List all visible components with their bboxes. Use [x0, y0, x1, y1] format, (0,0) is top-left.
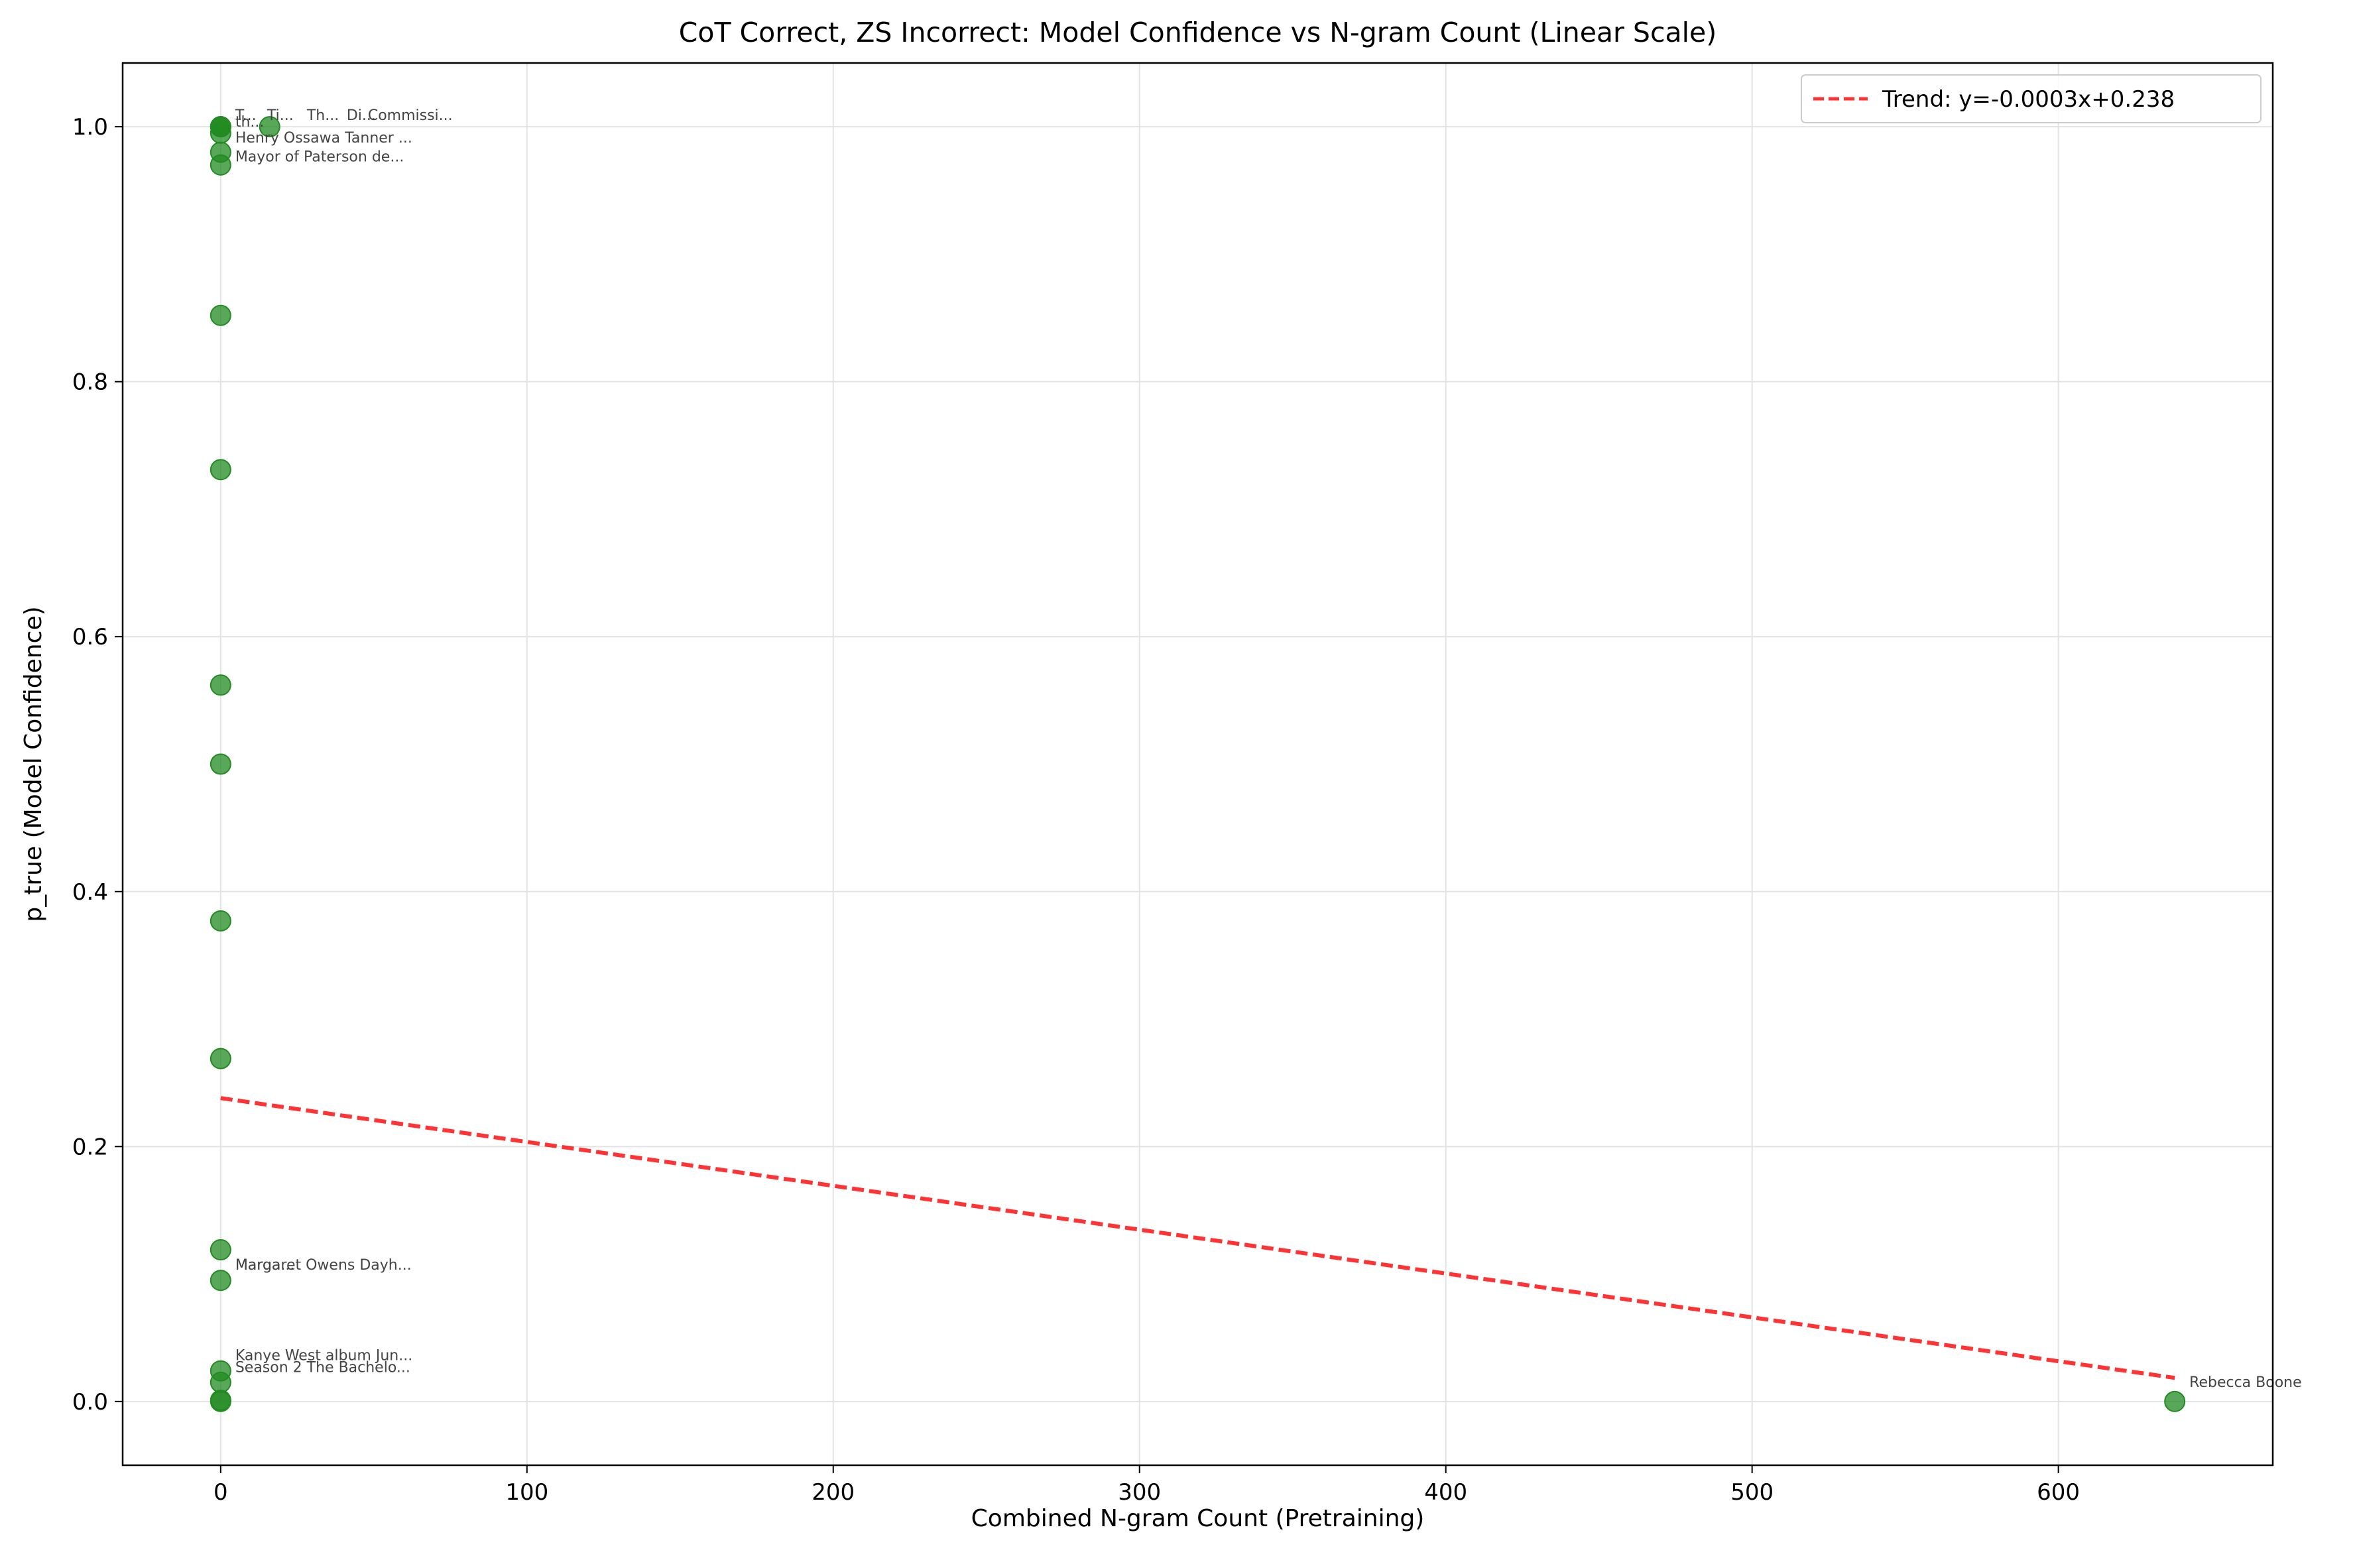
data-point [210, 674, 231, 696]
x-tick-label: 600 [2037, 1479, 2080, 1506]
y-tick-label: 0.0 [72, 1389, 108, 1416]
x-axis-ticks: 0 100 200 300 400 500 600 [213, 1465, 2080, 1506]
x-tick-label: 500 [1730, 1479, 1774, 1506]
x-axis-label: Combined N-gram Count (Pretraining) [971, 1505, 1425, 1532]
x-tick-label: 200 [812, 1479, 855, 1506]
point-annotation: Ti... [267, 107, 294, 124]
y-tick-label: 0.8 [72, 369, 108, 396]
y-axis-label: p_true (Model Confidence) [20, 606, 47, 922]
data-point [210, 1270, 231, 1292]
point-annotation: Margaret Owens Dayh... [235, 1257, 412, 1274]
x-tick-label: 400 [1424, 1479, 1467, 1506]
point-annotation: Marga... [235, 1257, 295, 1274]
data-point [210, 1390, 231, 1412]
data-point [259, 116, 280, 138]
x-tick-label: 100 [505, 1479, 548, 1506]
legend: Trend: y=-0.0003x+0.238 [1801, 74, 2262, 123]
data-point [2164, 1390, 2186, 1412]
x-tick-label: 0 [213, 1479, 228, 1506]
trend-line-group [220, 1096, 2175, 1380]
data-point [210, 910, 231, 932]
point-annotation: Di... [347, 107, 376, 124]
data-point [210, 459, 231, 481]
point-annotation: Kanye West album Jun... [235, 1348, 412, 1364]
y-tick-label: 0.4 [72, 879, 108, 906]
data-point [210, 122, 231, 144]
point-annotations: Commissi... T... Ti... Th... Di... th...Henry… [235, 107, 2302, 1391]
data-point [210, 1048, 231, 1069]
point-annotation: Season 2 The Bachelo... [235, 1360, 410, 1376]
y-axis-ticks: 0.0 0.2 0.4 0.6 0.8 1.0 [72, 114, 123, 1416]
point-annotation: T... [235, 107, 257, 124]
data-point [210, 154, 231, 176]
plot-frame [121, 62, 2274, 1467]
data-point [210, 1372, 231, 1394]
point-annotation: Commissi... [368, 107, 453, 124]
data-point [210, 304, 231, 326]
legend-trend-label: Trend: y=-0.0003x+0.238 [1882, 86, 2175, 113]
point-annotation: Th... [306, 107, 339, 124]
grid [123, 63, 2273, 1465]
y-tick-label: 0.6 [72, 624, 108, 650]
data-point [210, 1239, 231, 1261]
x-tick-label: 300 [1118, 1479, 1161, 1506]
data-point [210, 753, 231, 775]
chart-title: CoT Correct, ZS Incorrect: Model Confide… [679, 17, 1717, 48]
point-annotation: Mayor of Paterson de... [235, 149, 404, 166]
point-annotation: Henry Ossawa Tanner ... [235, 130, 412, 147]
data-points [210, 116, 2186, 1412]
y-tick-label: 1.0 [72, 114, 108, 141]
point-annotation: th... [235, 114, 265, 131]
legend-box [1801, 74, 2262, 123]
trend-line [220, 1096, 2175, 1380]
y-tick-label: 0.2 [72, 1134, 108, 1160]
point-annotation: Rebecca Boone [2189, 1374, 2302, 1391]
